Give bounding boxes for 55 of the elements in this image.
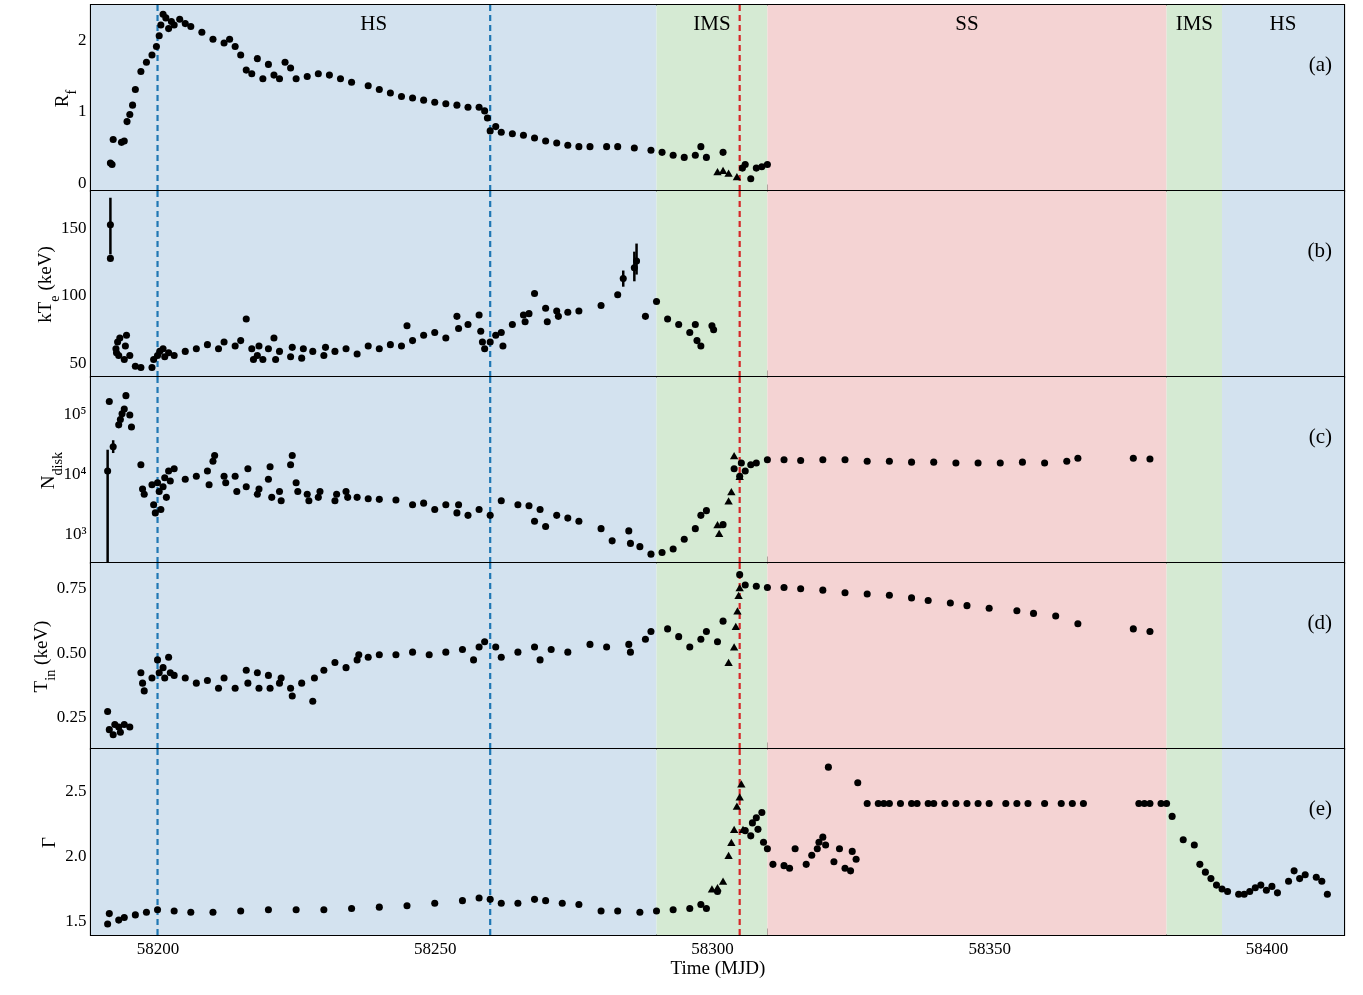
point <box>729 825 739 833</box>
band-label: IMS <box>693 11 731 35</box>
x-axis-title: Time (MJD) <box>670 956 766 979</box>
band-label: HS <box>1269 11 1297 35</box>
point <box>729 643 739 651</box>
x-tick-label: 58400 <box>1245 938 1289 958</box>
band-label: SS <box>955 11 979 35</box>
y-tick-label: 10⁵ <box>63 404 87 424</box>
y-tick-label: 100 <box>61 285 87 305</box>
y-tick-label: 1 <box>78 101 87 121</box>
point <box>729 451 739 460</box>
annotation: (d) <box>1307 609 1332 634</box>
y-tick-label: 0.25 <box>56 707 87 727</box>
y-tick-label: 2.5 <box>65 780 87 800</box>
point <box>734 591 743 599</box>
y-tick-label: 150 <box>61 217 87 237</box>
point <box>735 583 744 592</box>
y-tick-label: 1.5 <box>65 910 87 930</box>
y-tick-label: 0 <box>78 172 87 192</box>
point <box>718 877 728 885</box>
band-label: IMS <box>1175 11 1213 35</box>
point <box>732 802 742 810</box>
y-tick-label: 2 <box>78 29 87 49</box>
point <box>731 622 740 630</box>
point <box>733 607 742 615</box>
point <box>713 884 722 892</box>
annotation: (b) <box>1307 237 1332 262</box>
x-tick-label: 58250 <box>413 938 457 958</box>
point <box>619 275 627 283</box>
annotation: (c) <box>1308 423 1332 448</box>
point <box>735 793 744 801</box>
point <box>724 851 733 859</box>
y-tick-label: 0.75 <box>56 578 87 598</box>
point <box>724 658 733 667</box>
point <box>727 487 736 496</box>
y-tick-label: 2.0 <box>65 845 87 865</box>
annotation: (e) <box>1308 795 1332 820</box>
y-tick-label: 10⁴ <box>63 464 87 484</box>
x-tick-label: 58350 <box>968 938 1011 958</box>
annotation: (a) <box>1308 51 1332 76</box>
y-tick-label: 0.50 <box>56 642 87 662</box>
point <box>737 780 746 788</box>
x-tick-label: 58200 <box>136 938 180 958</box>
band-label: HS <box>360 11 388 35</box>
point <box>714 529 724 537</box>
point <box>630 264 638 272</box>
point <box>104 467 112 475</box>
y-tick-label: 10³ <box>64 523 87 543</box>
y-axis-title: Γ <box>38 836 60 848</box>
y-tick-label: 50 <box>69 352 87 372</box>
point <box>713 521 722 529</box>
x-tick-label: 58300 <box>691 938 734 958</box>
point <box>727 838 736 846</box>
point <box>633 257 641 265</box>
point <box>106 221 114 229</box>
